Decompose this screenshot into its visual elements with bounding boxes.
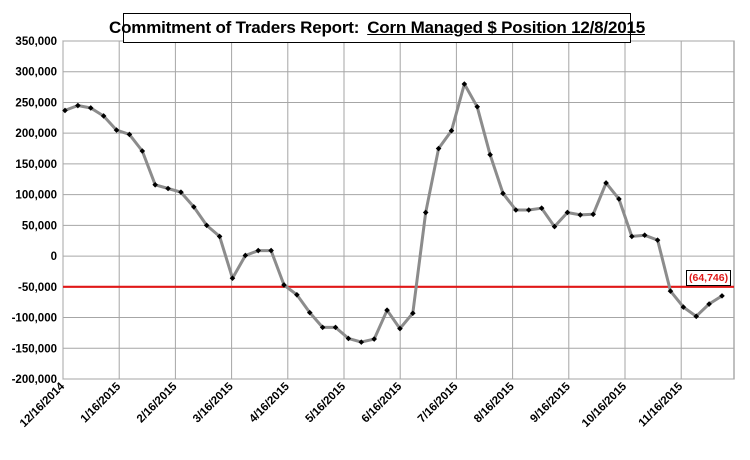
data-point [294, 292, 300, 298]
x-tick-label: 12/16/2014 [18, 380, 68, 430]
x-tick-label: 3/16/2015 [191, 380, 236, 425]
data-point [538, 205, 545, 211]
chart-title-emphasis: Corn Managed $ Position 12/8/2015 [367, 18, 645, 37]
data-point [551, 223, 558, 230]
x-tick-label: 5/16/2015 [303, 380, 348, 425]
data-point [448, 127, 455, 134]
data-point [255, 247, 262, 254]
y-tick-label: 0 [51, 251, 57, 263]
data-point [667, 288, 674, 294]
data-point [500, 190, 506, 197]
data-point [719, 293, 725, 299]
series-line [64, 82, 723, 344]
x-tick-label: 10/16/2015 [580, 380, 630, 430]
data-point [126, 131, 133, 138]
data-point [706, 301, 712, 307]
data-point [216, 233, 223, 240]
data-point [371, 336, 377, 342]
data-point [422, 209, 429, 216]
x-tick-label: 9/16/2015 [528, 380, 573, 425]
data-point [629, 233, 635, 240]
y-tick-label: 50,000 [22, 220, 57, 232]
x-tick-label: 1/16/2015 [79, 380, 124, 425]
data-point [577, 212, 584, 218]
data-point [397, 325, 403, 332]
data-point [281, 282, 287, 288]
last-value-label: (64,746) [686, 270, 732, 286]
data-point [513, 207, 519, 213]
y-tick-label: -50,000 [18, 282, 57, 294]
data-point [165, 185, 171, 192]
data-point [113, 127, 120, 133]
data-point [693, 313, 700, 320]
data-point [100, 113, 107, 119]
y-tick-label: -100,000 [12, 313, 57, 325]
data-point [139, 148, 146, 154]
data-point [319, 324, 326, 331]
y-tick-label: 100,000 [15, 190, 57, 202]
x-tick-label: 2/16/2015 [135, 380, 180, 425]
data-point [410, 310, 416, 317]
y-axis: 350,000 300,000 250,000 200,000 150,000 100,0… [12, 36, 57, 386]
data-point [87, 105, 94, 111]
data-point [603, 180, 609, 186]
data-point [345, 335, 352, 342]
data-point [268, 247, 274, 254]
data-point [487, 151, 493, 158]
y-tick-label: 350,000 [15, 36, 57, 48]
data-point [332, 324, 339, 331]
data-point [590, 211, 596, 218]
data-point [435, 145, 442, 152]
x-tick-label: 11/16/2015 [637, 380, 686, 429]
data-point [242, 252, 249, 259]
data-point [203, 222, 210, 229]
y-tick-label: -200,000 [12, 374, 57, 386]
data-point [229, 275, 236, 282]
x-tick-label: 6/16/2015 [360, 380, 405, 425]
y-tick-label: 250,000 [15, 97, 57, 109]
data-point [75, 102, 81, 109]
data-point [178, 189, 184, 195]
data-point [525, 207, 532, 213]
x-axis: 12/16/2014 1/16/2015 2/16/2015 3/16/2015 4/1… [18, 380, 686, 430]
data-point [474, 103, 481, 110]
data-point [384, 307, 390, 313]
x-tick-label: 8/16/2015 [472, 380, 517, 425]
x-tick-label: 4/16/2015 [247, 380, 292, 425]
data-point [564, 209, 571, 216]
y-tick-label: -150,000 [12, 343, 57, 355]
y-tick-label: 300,000 [15, 67, 57, 79]
y-tick-label: 200,000 [15, 128, 57, 140]
data-point [680, 304, 687, 310]
data-point [152, 182, 158, 188]
x-tick-label: 7/16/2015 [416, 380, 461, 425]
data-point [641, 232, 648, 238]
series-layer [62, 81, 725, 345]
data-point [306, 309, 313, 316]
chart-title: Commitment of Traders Report: Corn Manag… [109, 13, 645, 43]
data-point [616, 196, 622, 202]
data-point [191, 204, 197, 210]
data-point [654, 237, 661, 243]
y-tick-label: 150,000 [15, 159, 57, 171]
data-point [358, 339, 365, 345]
data-point [62, 107, 68, 114]
data-point [461, 81, 468, 87]
chart-title-main: Commitment of Traders Report: [109, 18, 360, 37]
